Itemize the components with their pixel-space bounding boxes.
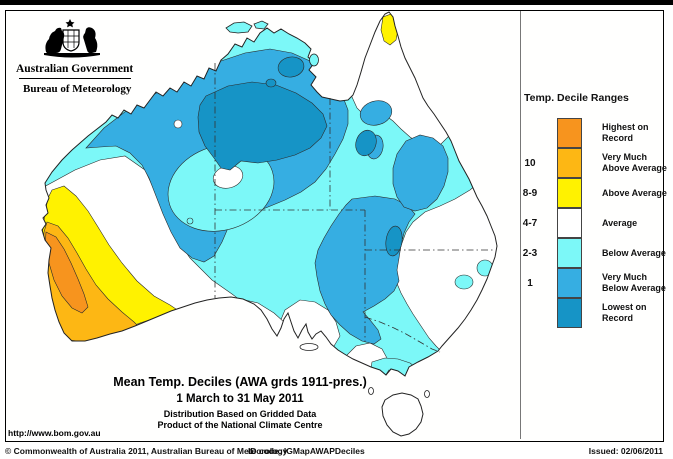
- region-vmbelow-capeyork-a: [359, 100, 393, 126]
- region-lowest-nw-qld: [355, 129, 377, 157]
- legend-label-very-much-below: Very Much Below Average: [602, 272, 666, 293]
- map-title: Mean Temp. Deciles (AWA grds 1911-pres.): [113, 375, 367, 389]
- legend-decile-8-9: 8-9: [522, 187, 538, 199]
- branding-divider: [19, 78, 131, 79]
- legend-label-highest: Highest on Record: [602, 122, 649, 143]
- legend-decile-10: 10: [524, 157, 536, 169]
- legend-swatch-below: [557, 238, 582, 268]
- legend-swatch-lowest: [557, 298, 582, 328]
- island-groote: [309, 53, 319, 67]
- bom-website-url: http://www.bom.gov.au: [8, 428, 101, 438]
- region-lowest-nt-central: [197, 81, 328, 171]
- map-note-gridded-data: Distribution Based on Gridded Data: [163, 409, 317, 419]
- map-title-block: Mean Temp. Deciles (AWA grds 1911-pres.)…: [40, 375, 440, 431]
- region-ring-spot-centre: [186, 217, 194, 225]
- legend-label-lowest: Lowest on Record: [602, 302, 647, 323]
- legend-title: Temp. Decile Ranges: [524, 92, 629, 104]
- legend-label-very-much-above: Very Much Above Average: [602, 152, 667, 173]
- legend-label-below: Below Average: [602, 247, 666, 258]
- region-lowest-ne-sa: [385, 225, 403, 257]
- region-above-capeyork-tip-yellow: [380, 13, 399, 46]
- coastline-mainland: [41, 11, 498, 377]
- legend-swatch-above: [557, 178, 582, 208]
- footer-copyright: © Commonwealth of Australia 2011, Austra…: [5, 446, 288, 456]
- legend-label-average: Average: [602, 217, 638, 228]
- coat-of-arms-icon: [44, 19, 100, 58]
- region-vmbelow-central-qld: [392, 134, 449, 212]
- decile-regions: [42, 12, 497, 376]
- legend-swatch-very-much-above: [557, 148, 582, 178]
- legend-decile-1: 1: [527, 277, 533, 289]
- island-flinders: [424, 390, 430, 398]
- coastline-tasmania: [381, 392, 424, 437]
- state-borders: [214, 63, 494, 353]
- government-title: Australian Government: [16, 63, 134, 75]
- legend-swatch-very-much-below: [557, 268, 582, 298]
- border-nsw-vic-murray: [364, 316, 441, 353]
- island-bathurst: [253, 20, 269, 30]
- bureau-title: Bureau of Meteorology: [23, 83, 132, 95]
- island-kangaroo: [299, 343, 319, 351]
- footer-issued-date: Issued: 02/06/2011: [588, 446, 663, 456]
- legend-decile-4-7: 4-7: [522, 217, 538, 229]
- region-lowest-topend-b: [265, 78, 277, 88]
- island-king: [368, 387, 374, 395]
- legend-divider-line: [520, 11, 521, 439]
- top-black-bar: [0, 0, 673, 5]
- legend-decile-2-3: 2-3: [522, 247, 538, 259]
- region-lowest-topend-a: [277, 56, 305, 78]
- map-period: 1 March to 31 May 2011: [176, 393, 304, 405]
- island-melville: [225, 21, 253, 34]
- region-highest-west-coast-orange: [44, 231, 89, 314]
- legend-label-above: Above Average: [602, 187, 667, 198]
- legend-swatch-highest: [557, 118, 582, 148]
- map-note-climate-centre: Product of the National Climate Centre: [157, 420, 323, 430]
- region-below-nsw-spot-b: [454, 274, 474, 290]
- legend-swatch-average: [557, 208, 582, 238]
- region-average-spot-pilbara: [173, 119, 183, 129]
- footer-id-code: ID code: IGMapAWAPDeciles: [248, 446, 365, 456]
